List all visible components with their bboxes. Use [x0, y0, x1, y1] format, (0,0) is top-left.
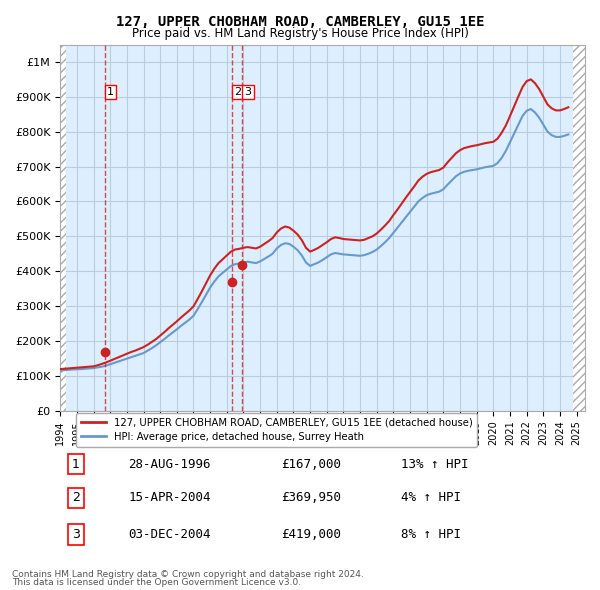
Text: 1: 1 — [107, 87, 114, 97]
Text: 2: 2 — [72, 491, 80, 504]
Text: £369,950: £369,950 — [281, 491, 341, 504]
Text: 15-APR-2004: 15-APR-2004 — [128, 491, 211, 504]
Text: £419,000: £419,000 — [281, 528, 341, 541]
Text: Price paid vs. HM Land Registry's House Price Index (HPI): Price paid vs. HM Land Registry's House … — [131, 27, 469, 40]
Legend: 127, UPPER CHOBHAM ROAD, CAMBERLEY, GU15 1EE (detached house), HPI: Average pric: 127, UPPER CHOBHAM ROAD, CAMBERLEY, GU15… — [76, 413, 478, 447]
Bar — [60, 44, 66, 411]
Text: 28-AUG-1996: 28-AUG-1996 — [128, 458, 211, 471]
Text: £167,000: £167,000 — [281, 458, 341, 471]
Text: This data is licensed under the Open Government Licence v3.0.: This data is licensed under the Open Gov… — [12, 578, 301, 587]
Bar — [572, 44, 585, 411]
Text: 1: 1 — [72, 458, 80, 471]
Text: 8% ↑ HPI: 8% ↑ HPI — [401, 528, 461, 541]
Text: 3: 3 — [72, 528, 80, 541]
Text: 03-DEC-2004: 03-DEC-2004 — [128, 528, 211, 541]
Text: 13% ↑ HPI: 13% ↑ HPI — [401, 458, 469, 471]
Text: Contains HM Land Registry data © Crown copyright and database right 2024.: Contains HM Land Registry data © Crown c… — [12, 571, 364, 579]
Text: 127, UPPER CHOBHAM ROAD, CAMBERLEY, GU15 1EE: 127, UPPER CHOBHAM ROAD, CAMBERLEY, GU15… — [116, 15, 484, 29]
Text: 4% ↑ HPI: 4% ↑ HPI — [401, 491, 461, 504]
Text: 3: 3 — [245, 87, 251, 97]
Text: 2: 2 — [234, 87, 241, 97]
